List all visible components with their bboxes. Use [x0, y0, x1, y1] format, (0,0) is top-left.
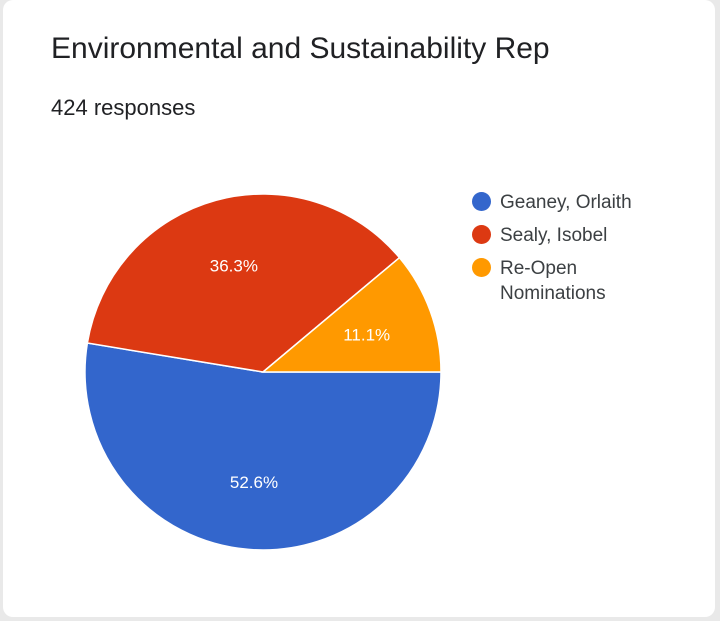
legend-item-geaney[interactable]: Geaney, Orlaith	[472, 190, 662, 215]
legend-swatch-reopen	[472, 258, 491, 277]
pie-slice-sealy[interactable]	[86, 193, 401, 373]
pie-slice-reopen[interactable]	[260, 256, 442, 373]
pie-label-geaney: 52.6%	[230, 473, 278, 492]
pie-slice-geaney[interactable]	[84, 342, 442, 551]
response-count: 424 responses	[51, 95, 196, 120]
legend-swatch-geaney	[472, 192, 491, 211]
legend-label-geaney: Geaney, Orlaith	[500, 192, 632, 213]
chart-title: Environmental and Sustainability Rep	[51, 32, 550, 65]
legend-label-sealy: Sealy, Isobel	[500, 225, 608, 246]
legend-item-reopen[interactable]: Re-Open Nominations	[472, 256, 662, 306]
legend-swatch-sealy	[472, 225, 491, 244]
legend-label-reopen: Re-Open Nominations	[500, 258, 606, 304]
pie-label-reopen: 11.1%	[343, 325, 390, 344]
pie-label-sealy: 36.3%	[210, 257, 258, 276]
chart-legend: Geaney, Orlaith Sealy, Isobel Re-Open No…	[472, 190, 662, 314]
legend-item-sealy[interactable]: Sealy, Isobel	[472, 223, 662, 248]
